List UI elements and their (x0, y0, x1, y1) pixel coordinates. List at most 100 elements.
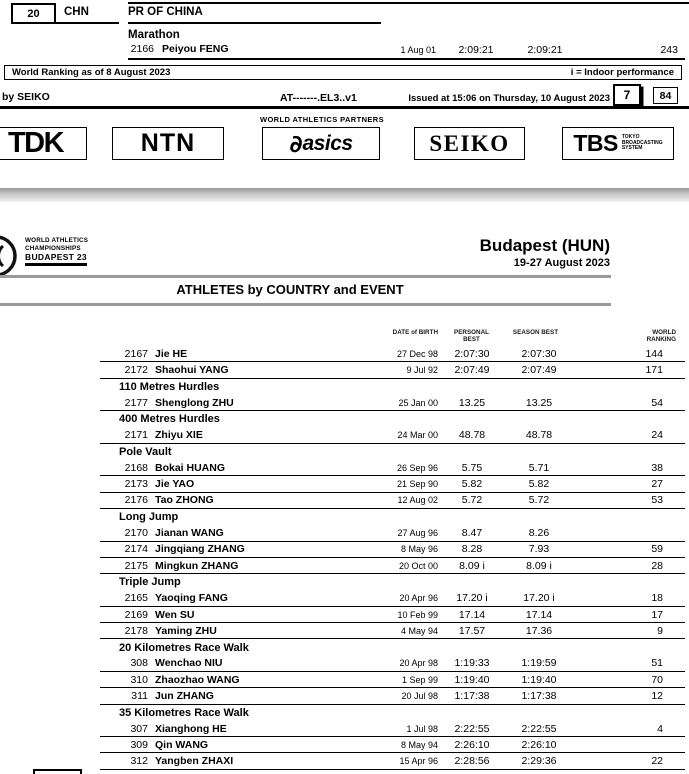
athlete-personal-best: 2:22:55 (454, 722, 490, 735)
athlete-dob: 27 Dec 98 (396, 348, 438, 359)
athlete-row: 307 Xianghong HE 1 Jul 98 2:22:55 2:22:55 4 (100, 721, 685, 738)
tdk-logo: TDK (0, 127, 87, 160)
athlete-dob: 20 Jul 98 (401, 691, 438, 702)
athlete-bib: 308 (130, 657, 148, 670)
athlete-world-ranking: 28 (651, 559, 663, 572)
athlete-name: Jingqiang ZHANG (155, 543, 245, 556)
athlete-dob: 1 Sep 99 (401, 674, 438, 685)
athlete-bib: 2167 (124, 347, 148, 360)
athlete-personal-best: 5.75 (461, 461, 483, 474)
athlete-row: 2172 Shaohui YANG 9 Jul 92 2:07:49 2:07:49 17… (100, 362, 685, 379)
athlete-dob: 1 Jul 98 (406, 723, 438, 734)
logo-line-championships: CHAMPIONSHIPS (25, 244, 81, 252)
athlete-bib: 311 (131, 690, 148, 703)
athlete-name: Tao ZHONG (155, 494, 214, 507)
tbs-sub-line: TOKYO (621, 134, 640, 141)
athlete-world-ranking: 38 (651, 461, 663, 474)
country-rank-underline (11, 22, 119, 24)
athlete-row: 2167 Jie HE 27 Dec 98 2:07:30 2:07:30 144 (100, 346, 685, 363)
athlete-personal-best: 2:26:10 (454, 738, 490, 751)
athlete-world-ranking: 144 (645, 347, 663, 360)
athlete-season-best: 8.09 i (526, 559, 552, 572)
athlete-name: Jun ZHANG (155, 690, 214, 703)
athlete-season-best: 5.82 (528, 478, 550, 491)
cutoff-row-underline (128, 2, 689, 4)
column-header-personal-best: PERSONAL BEST (435, 329, 508, 343)
partners-heading: WORLD ATHLETICS PARTNERS (259, 115, 385, 124)
athlete-dob: 20 Apr 96 (399, 593, 438, 604)
tbs-sub-line: SYSTEM (621, 145, 643, 152)
column-header-season-best: SEASON BEST (512, 329, 559, 336)
athlete-personal-best: 2:07:30 (454, 347, 490, 360)
world-ranking-note-bar: World Ranking as of 8 August 2023 i = In… (4, 65, 682, 80)
event-name: Triple Jump (119, 576, 181, 589)
athlete-world-ranking: 12 (651, 690, 663, 703)
athlete-personal-best: 17.14 (458, 608, 486, 621)
athlete-dob: 27 Aug 96 (397, 528, 438, 539)
athlete-name: Mingkun ZHANG (155, 559, 239, 572)
athlete-dob: 10 Feb 99 (397, 609, 438, 620)
athlete-dob: 9 Jul 92 (406, 365, 438, 376)
page-bottom-rule (0, 106, 689, 109)
event-name: 20 Kilometres Race Walk (119, 641, 249, 654)
column-header-line: RANKING (646, 336, 676, 343)
athlete-bib: 2175 (124, 559, 148, 572)
athlete-personal-best: 8.28 (461, 543, 483, 556)
athlete-season-best: 1:17:38 (521, 690, 557, 703)
athlete-row: 2165 Yaoqing FANG 20 Apr 96 17.20 i 17.20 i 1… (100, 590, 685, 607)
athlete-bib: 2178 (124, 624, 148, 637)
event-section-row: Pole Vault (100, 444, 685, 460)
page-separator (0, 188, 689, 202)
athlete-row: 2171 Zhiyu XIE 24 Mar 00 48.78 48.78 24 (100, 427, 685, 444)
athlete-dob: 26 Sep 96 (396, 462, 438, 473)
seiko-logo: SEIKO (414, 127, 525, 160)
athlete-bib: 2177 (124, 396, 148, 409)
athlete-world-ranking: 59 (651, 543, 663, 556)
tbs-logo-text: TBS (573, 130, 618, 156)
country-code: CHN (64, 6, 89, 18)
athlete-season-best: 8.26 (528, 527, 550, 540)
event-dates: 19-27 August 2023 (513, 257, 610, 269)
event-name: Pole Vault (119, 446, 172, 459)
country-name: PR OF CHINA (128, 6, 203, 18)
athlete-name: Yangben ZHAXI (155, 755, 234, 768)
seiko-logo-text: SEIKO (429, 130, 510, 156)
athlete-name: Bokai HUANG (155, 461, 226, 474)
page-number-box: 7 (613, 84, 641, 106)
athlete-world-ranking: 22 (651, 755, 663, 768)
column-header-world-ranking: WORLD RANKING (604, 329, 676, 343)
athlete-personal-best: 5.82 (461, 478, 483, 491)
timing-credit: by SEIKO (2, 91, 50, 103)
athlete-world-ranking: 70 (651, 673, 663, 686)
athlete-dob: 20 Oct 00 (398, 560, 438, 571)
event-section-row: 110 Metres Hurdles (100, 379, 685, 395)
asics-logo: ∂ asics (262, 127, 380, 160)
document-title: ATHLETES by COUNTRY and EVENT (176, 282, 404, 297)
athlete-world-ranking: 243 (660, 44, 678, 56)
athlete-season-best: 2:07:49 (521, 364, 557, 377)
athlete-row: 2174 Jingqiang ZHANG 8 May 96 8.28 7.93 59 (100, 542, 685, 558)
athlete-row: 2170 Jianan WANG 27 Aug 96 8.47 8.26 (100, 525, 685, 542)
athlete-season-best: 2:26:10 (521, 738, 557, 751)
event-section-row: 35 Kilometres Race Walk (100, 705, 685, 721)
header-rule-bottom (0, 303, 611, 306)
athlete-row: 2169 Wen SU 10 Feb 99 17.14 17.14 17 (100, 607, 685, 624)
country-rank-box: 20 (11, 3, 56, 24)
tbs-logo-subtext: TOKYO BROADCASTING SYSTEM (621, 134, 663, 152)
athlete-world-ranking: 51 (651, 657, 663, 670)
athlete-world-ranking: 4 (657, 722, 663, 735)
athlete-season-best: 17.36 (525, 624, 553, 637)
athlete-row: 2176 Tao ZHONG 12 Aug 02 5.72 5.72 53 (100, 493, 685, 509)
athlete-bib: 309 (130, 738, 148, 751)
column-header-line: PERSONAL (454, 329, 489, 336)
athlete-row: 309 Qin WANG 8 May 94 2:26:10 2:26:10 (100, 737, 685, 754)
athlete-dob: 12 Aug 02 (397, 495, 438, 506)
table-rows: 2167 Jie HE 27 Dec 98 2:07:30 2:07:30 144 2172… (100, 346, 685, 770)
athlete-season-best: 2:22:55 (521, 722, 557, 735)
athlete-world-ranking: 24 (651, 429, 663, 442)
athlete-row: 312 Yangben ZHAXI 15 Apr 96 2:28:56 2:29:36 2… (100, 753, 685, 770)
athlete-season-best: 2:29:36 (521, 755, 557, 768)
athlete-world-ranking: 17 (651, 608, 663, 621)
next-country-rank-box (33, 769, 82, 774)
